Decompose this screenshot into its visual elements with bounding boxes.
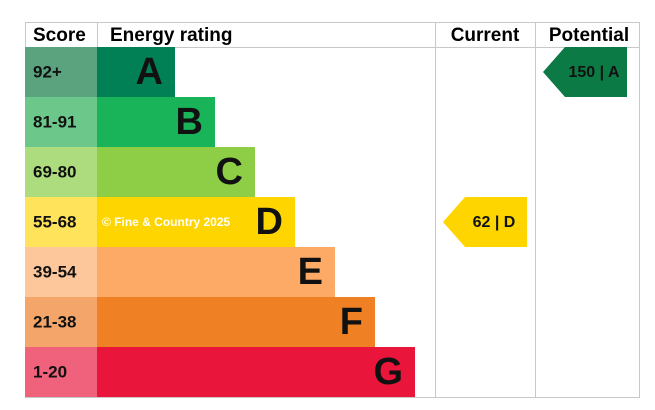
rating-letter: E xyxy=(298,251,323,293)
rating-bar xyxy=(97,147,255,197)
rating-bar xyxy=(97,47,175,97)
rating-letter: F xyxy=(340,301,363,343)
header-potential: Potential xyxy=(549,25,629,46)
header-energy-rating: Energy rating xyxy=(110,25,232,46)
current-label: 62 | D xyxy=(473,214,516,231)
header-score: Score xyxy=(33,25,86,46)
rating-letter: A xyxy=(136,51,163,93)
score-label: 69-80 xyxy=(33,162,76,181)
score-label: 21-38 xyxy=(33,312,76,331)
score-label: 39-54 xyxy=(33,262,77,281)
score-cell xyxy=(25,147,97,197)
rating-letter: C xyxy=(216,151,243,193)
score-cell xyxy=(25,297,97,347)
rating-letter: G xyxy=(373,351,403,393)
potential-arrow xyxy=(543,47,627,97)
score-cell xyxy=(25,97,97,147)
watermark: © Fine & Country 2025 xyxy=(102,215,231,229)
score-label: 55-68 xyxy=(33,212,76,231)
score-label: 81-91 xyxy=(33,112,76,131)
rating-letter: B xyxy=(176,101,203,143)
rating-bar xyxy=(97,347,415,397)
rating-letter: D xyxy=(256,201,283,243)
potential-label: 150 | A xyxy=(568,64,619,81)
rating-bar xyxy=(97,197,295,247)
header-current: Current xyxy=(451,25,520,46)
score-cell xyxy=(25,47,97,97)
score-label: 92+ xyxy=(33,62,62,81)
rating-bar xyxy=(97,97,215,147)
score-cell xyxy=(25,247,97,297)
score-cell xyxy=(25,197,97,247)
rating-bar xyxy=(97,297,375,347)
score-cell xyxy=(25,347,97,397)
rating-bar xyxy=(97,247,335,297)
current-arrow xyxy=(443,197,527,247)
score-label: 1-20 xyxy=(33,362,67,381)
